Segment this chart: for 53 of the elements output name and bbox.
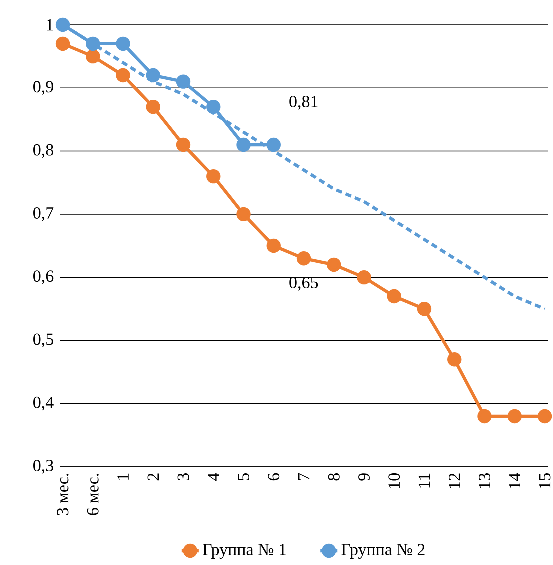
y-tick-label: 0,8 [34, 144, 54, 158]
x-tick-label: 11 [418, 474, 430, 488]
x-tick-label: 13 [479, 474, 490, 488]
x-tick-label: 3 [178, 474, 190, 481]
point [146, 100, 160, 114]
point [266, 238, 281, 254]
point [116, 36, 130, 52]
x-tick-label: 1 [118, 474, 129, 480]
point [236, 207, 251, 222]
point [478, 409, 492, 424]
x-tick-label: 10 [388, 474, 400, 488]
y-tick-label: 0,6 [34, 270, 54, 285]
x-tick-label: 12 [449, 474, 460, 488]
y-tick-label: 0,5 [34, 334, 54, 348]
y-tick-label: 0,3 [34, 460, 54, 474]
point [176, 74, 191, 89]
point [327, 258, 342, 272]
y-tick-label: 0,4 [34, 396, 54, 411]
x-tick-label: 8 [328, 474, 340, 481]
x-tick-label: 2 [148, 474, 160, 481]
point [206, 169, 221, 184]
point [56, 36, 70, 52]
x-tick-label: 5 [238, 474, 250, 480]
x-tick-label: 9 [358, 474, 370, 481]
point [116, 68, 130, 83]
point [206, 100, 221, 114]
point [236, 138, 251, 152]
legend-label: Группа № 1 [203, 544, 286, 559]
legend-label: Группа № 2 [342, 544, 425, 560]
point [296, 252, 312, 266]
x-tick-label: 6 мес. [87, 474, 99, 516]
y-tick-label: 0,7 [34, 207, 54, 222]
point [357, 270, 372, 285]
point [387, 289, 402, 304]
x-tick-label: 4 [208, 473, 220, 482]
point [538, 409, 552, 424]
point [508, 409, 522, 424]
x-tick-label: 6 [268, 473, 280, 481]
point [417, 302, 432, 316]
point [56, 18, 70, 32]
x-tick-label: 14 [509, 473, 520, 488]
point [448, 352, 462, 367]
x-tick-label: 3 мес. [57, 474, 69, 516]
x-tick-label: 15 [539, 474, 551, 488]
x-tick-label: 7 [298, 473, 310, 480]
y-tick-label: 1 [47, 19, 54, 31]
point [146, 68, 160, 83]
point [86, 36, 100, 52]
point [176, 138, 191, 152]
point [86, 49, 100, 64]
point [266, 138, 281, 152]
y-tick-label: 0,9 [34, 81, 54, 96]
annotation: 0,81 [290, 96, 318, 110]
